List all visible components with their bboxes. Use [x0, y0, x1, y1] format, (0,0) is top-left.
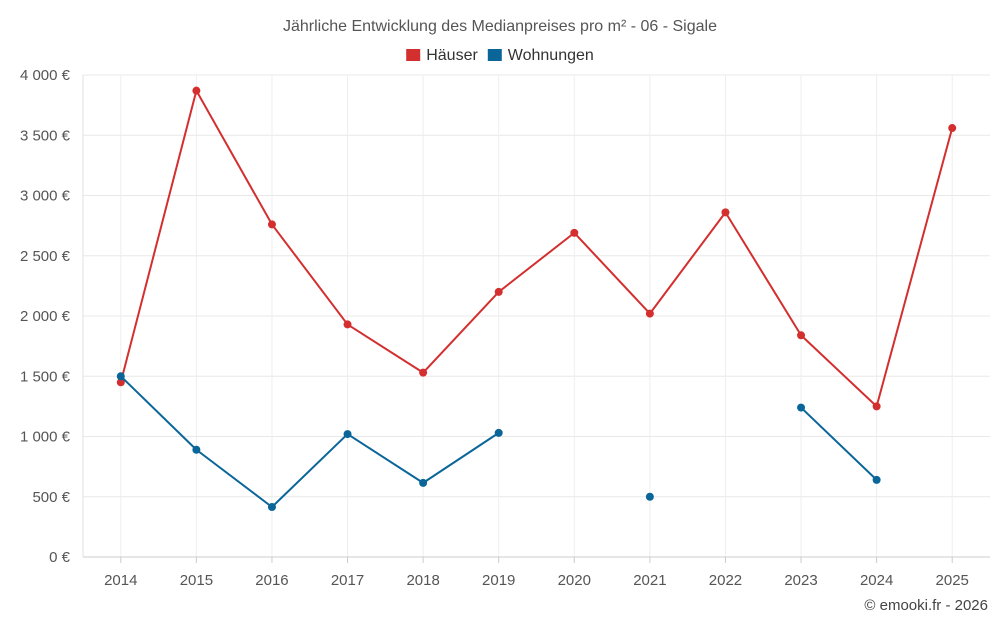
legend[interactable]: Häuser Wohnungen [406, 47, 594, 64]
series-line [120, 375, 500, 508]
x-tick-label: 2018 [406, 572, 439, 589]
chart-credit: © emooki.fr - 2026 [864, 597, 988, 614]
series-line [800, 406, 878, 481]
x-tick-label: 2014 [104, 572, 137, 589]
data-point[interactable] [494, 428, 503, 437]
data-point[interactable] [721, 208, 730, 217]
data-point[interactable] [645, 309, 654, 318]
legend-swatch [406, 49, 421, 61]
legend-label: Wohnungen [508, 47, 594, 64]
data-point[interactable] [797, 403, 806, 412]
y-tick-label: 0 € [49, 549, 71, 566]
y-tick-label: 3 500 € [20, 127, 71, 144]
data-point[interactable] [343, 430, 352, 439]
x-tick-label: 2017 [331, 572, 364, 589]
series-1 [116, 86, 957, 411]
x-tick-label: 2024 [860, 572, 893, 589]
data-point[interactable] [116, 378, 125, 387]
chart-title: Jährliche Entwicklung des Medianpreises … [283, 18, 717, 35]
data-point[interactable] [797, 331, 806, 340]
x-tick-label: 2015 [180, 572, 213, 589]
y-tick-label: 4 000 € [20, 67, 71, 84]
series-2 [116, 372, 881, 511]
x-tick-label: 2019 [482, 572, 515, 589]
data-point[interactable] [343, 320, 352, 329]
y-tick-label: 3 000 € [20, 188, 71, 205]
x-tick-label: 2023 [784, 572, 817, 589]
legend-item[interactable]: Häuser [406, 47, 478, 64]
data-point[interactable] [645, 492, 654, 501]
data-point[interactable] [872, 402, 881, 411]
x-tick-label: 2020 [558, 572, 591, 589]
legend-item[interactable]: Wohnungen [487, 47, 594, 64]
data-point[interactable] [419, 368, 428, 377]
y-tick-label: 2 000 € [20, 308, 71, 325]
x-tick-label: 2021 [633, 572, 666, 589]
y-tick-label: 1 000 € [20, 429, 71, 446]
series [116, 86, 957, 511]
legend-label: Häuser [426, 47, 478, 64]
series-line [119, 89, 954, 408]
y-tick-label: 500 € [32, 489, 70, 506]
y-tick-label: 1 500 € [20, 368, 71, 385]
data-point[interactable] [116, 372, 125, 381]
x-tick-label: 2025 [936, 572, 969, 589]
data-point[interactable] [192, 86, 201, 95]
legend-swatch [487, 49, 502, 61]
axes: 0 € 500 € 1 000 € 1 500 € 2 000 € 2 500 € 3 00… [20, 67, 990, 589]
grid [83, 74, 990, 558]
x-tick-label: 2022 [709, 572, 742, 589]
data-point[interactable] [872, 475, 881, 484]
data-point[interactable] [267, 502, 276, 511]
data-point[interactable] [192, 445, 201, 454]
x-tick-label: 2016 [255, 572, 288, 589]
data-point[interactable] [570, 228, 579, 237]
data-point[interactable] [948, 124, 957, 133]
data-point[interactable] [267, 220, 276, 229]
data-point[interactable] [419, 478, 428, 487]
data-point[interactable] [494, 287, 503, 296]
y-tick-label: 2 500 € [20, 248, 71, 265]
